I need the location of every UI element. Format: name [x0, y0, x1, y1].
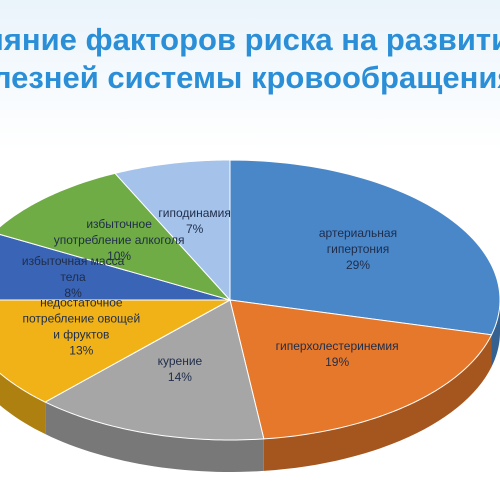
slice-side [0, 373, 46, 435]
value-label: 8% [64, 286, 82, 300]
slice-side [45, 402, 264, 472]
title-line: болезней системы кровообращения [0, 60, 500, 95]
slice [114, 159, 231, 302]
slice-label: употребление алкоголя [54, 233, 185, 247]
slice [0, 172, 232, 301]
slice-label: потребление овощей [22, 312, 140, 326]
slice [229, 299, 493, 440]
title-line: Влияние факторов риска на развитие [0, 22, 500, 57]
chart-title: Влияние факторов риска на развитиеболезн… [0, 22, 500, 95]
slice-label: тела [60, 270, 86, 284]
value-label: 14% [168, 370, 192, 384]
slice-label: избыточное [86, 217, 152, 231]
slice-label: гипертония [327, 242, 390, 256]
slice-label: и фруктов [53, 328, 109, 342]
slice-label: курение [158, 354, 203, 368]
value-label: 10% [107, 249, 131, 263]
value-label: 7% [186, 222, 204, 236]
slice [44, 299, 265, 441]
slice-side [263, 334, 492, 471]
slice-label: гиподинамия [158, 206, 230, 220]
labels: артериальная гипертония 29% гиперхолестерин… [22, 206, 399, 384]
value-label: 29% [346, 258, 370, 272]
slice [0, 233, 231, 301]
slice [0, 299, 231, 403]
slice-side [491, 300, 500, 367]
value-label: 13% [69, 344, 93, 358]
slice-label: избыточная масса [22, 254, 125, 268]
pie-sides [0, 300, 500, 472]
slice-label: артериальная [319, 226, 397, 240]
slice-label: гиперхолестеринемия [276, 339, 399, 353]
value-label: 19% [325, 355, 349, 369]
slice-label: недостаточное [40, 296, 123, 310]
pie-tops [0, 159, 500, 441]
